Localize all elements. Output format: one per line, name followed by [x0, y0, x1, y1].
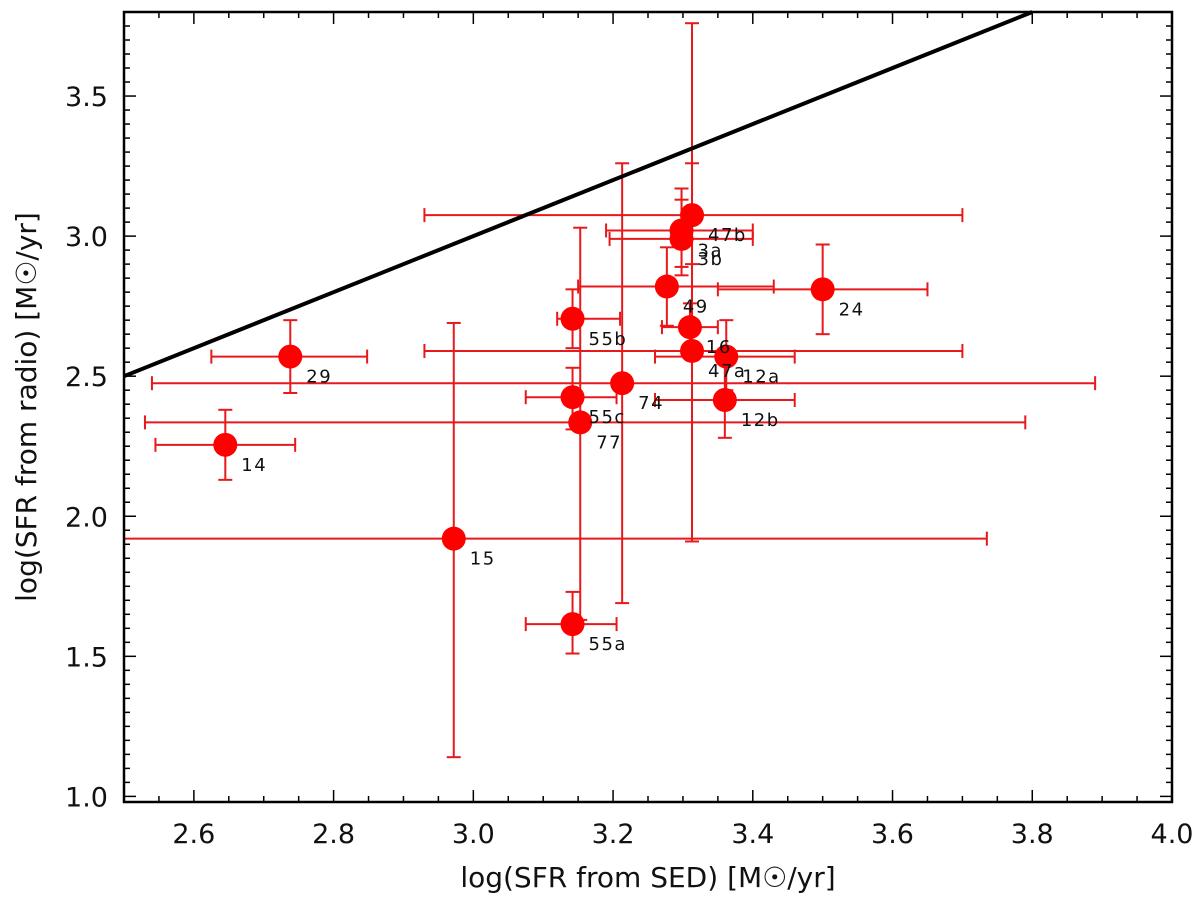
- data-point: [712, 387, 737, 412]
- data-point: [560, 612, 585, 637]
- data-point: [680, 203, 705, 228]
- y-tick-label: 3.0: [65, 222, 108, 253]
- x-tick-label: 2.8: [312, 819, 355, 850]
- data-points: [213, 203, 835, 637]
- point-label: 55b: [589, 329, 628, 350]
- y-tick-labels: 1.0 1.5 2.0 2.5 3.0 3.5: [65, 82, 108, 813]
- data-point: [560, 385, 585, 410]
- point-label: 24: [839, 299, 865, 320]
- data-point: [677, 315, 702, 340]
- point-label: 3b: [698, 249, 724, 270]
- x-tick-label: 3.4: [731, 819, 774, 850]
- point-label: 47a: [708, 361, 746, 382]
- y-tick-label: 1.5: [65, 642, 108, 673]
- y-tick-label: 2.5: [65, 362, 108, 393]
- data-point: [213, 432, 238, 457]
- point-label: 55a: [589, 634, 627, 655]
- data-point: [560, 306, 585, 331]
- point-label: 15: [470, 549, 496, 570]
- point-label: 74: [638, 393, 664, 414]
- x-tick-labels: 2.6 2.8 3.0 3.2 3.4 3.6 3.8 4.0: [172, 819, 1193, 850]
- data-point: [568, 410, 593, 435]
- data-point: [654, 274, 679, 299]
- data-point: [441, 526, 466, 551]
- y-tick-label: 3.5: [65, 82, 108, 113]
- point-label: 77: [596, 432, 622, 453]
- point-label: 49: [683, 297, 709, 318]
- data-point: [714, 344, 739, 369]
- reference-line-group: [123, 10, 1034, 379]
- point-label: 29: [306, 367, 332, 388]
- y-tick-label: 1.0: [65, 782, 108, 813]
- point-label: 12a: [742, 367, 780, 388]
- x-tick-label: 3.0: [452, 819, 495, 850]
- x-axis-label: log(SFR from SED) [M☉/yr]: [460, 861, 835, 894]
- x-tick-label: 4.0: [1151, 819, 1194, 850]
- point-label: 55c: [589, 407, 626, 428]
- y-tick-label: 2.0: [65, 502, 108, 533]
- data-point: [610, 371, 635, 396]
- data-point: [278, 344, 303, 369]
- point-label: 16: [706, 337, 732, 358]
- x-tick-label: 3.2: [592, 819, 635, 850]
- x-tick-label: 3.8: [1011, 819, 1054, 850]
- point-label: 47b: [708, 225, 747, 246]
- x-tick-label: 2.6: [172, 819, 215, 850]
- point-label: 12b: [741, 410, 780, 431]
- data-point: [810, 277, 835, 302]
- data-point: [680, 338, 705, 363]
- point-label: 14: [241, 455, 267, 476]
- point-label: 3a: [698, 241, 723, 262]
- x-tick-label: 3.6: [871, 819, 914, 850]
- axis-ticks: [123, 11, 1173, 802]
- y-axis-label: log(SFR from radio) [M☉/yr]: [10, 212, 43, 602]
- reference-line: [123, 10, 1034, 379]
